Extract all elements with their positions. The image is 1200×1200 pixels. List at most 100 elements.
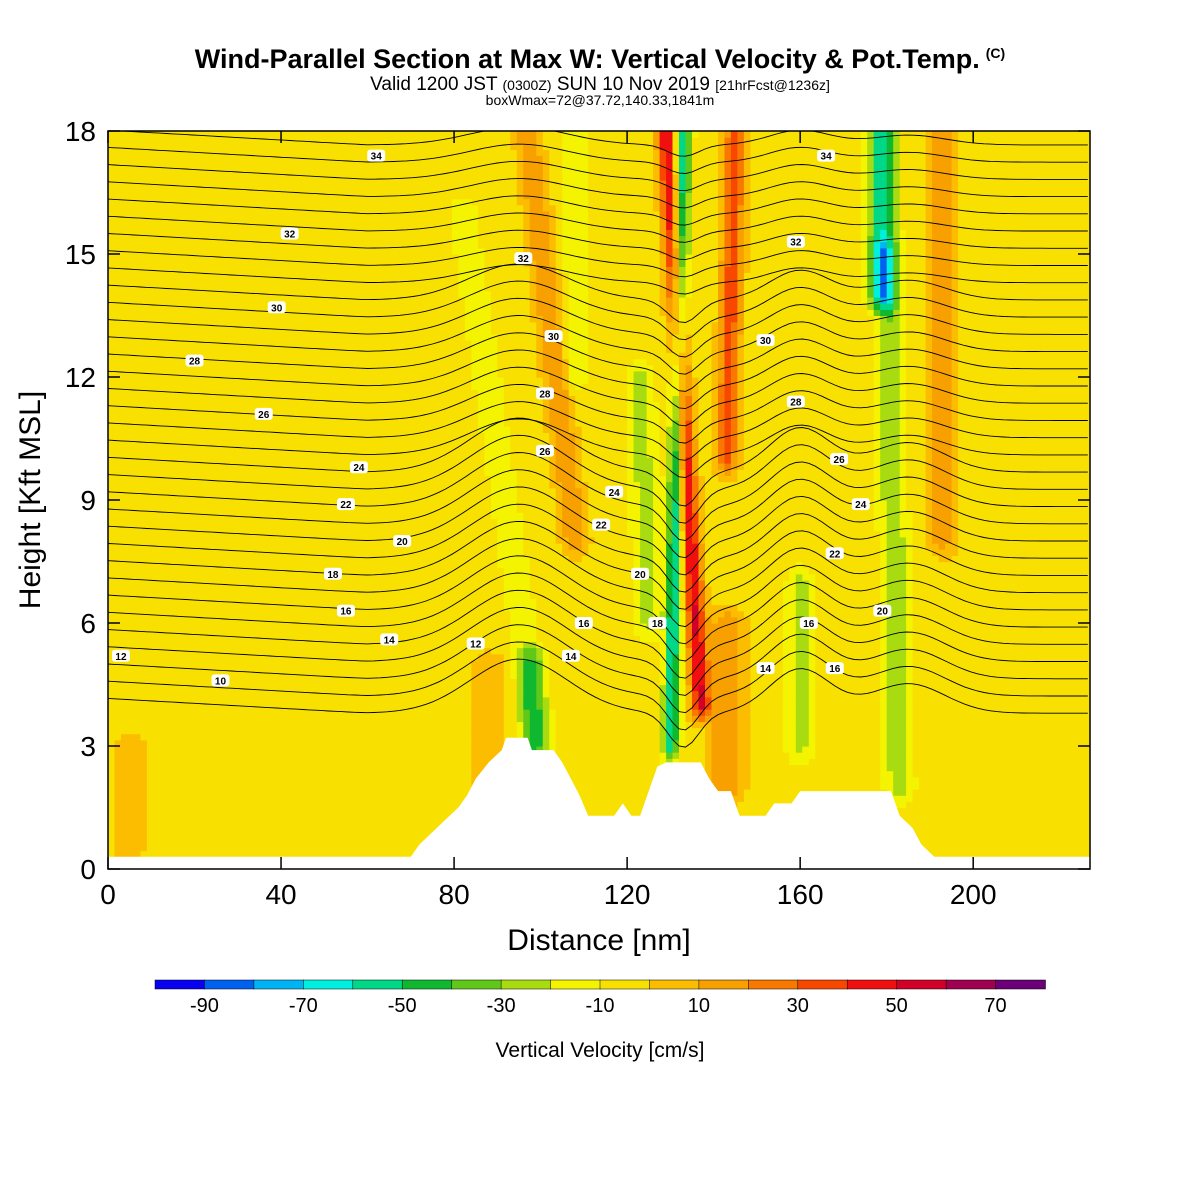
field-cell [166,543,174,550]
field-cell [211,217,219,224]
field-cell [114,555,122,563]
field-cell [172,456,180,464]
field-cell [218,776,226,784]
field-cell [257,155,265,163]
field-cell [374,481,382,489]
field-cell [159,290,167,298]
field-cell [296,389,304,396]
field-cell [114,407,122,415]
field-cell [179,586,187,593]
field-cell [276,813,284,821]
field-cell [198,567,206,575]
field-cell [205,672,213,679]
field-cell [185,469,193,476]
field-cell [244,413,252,421]
field-cell [276,623,284,630]
field-cell [289,518,297,526]
field-cell [257,555,265,563]
field-cell [302,137,310,144]
field-cell [244,690,252,698]
field-cell [289,377,297,384]
field-cell [335,395,343,403]
field-cell [166,210,174,218]
field-cell [172,174,180,181]
field-cell [224,389,232,396]
field-cell [309,432,317,439]
field-cell [198,543,206,550]
field-cell [361,573,369,581]
field-cell [166,266,174,273]
field-cell [250,592,258,599]
field-cell [218,346,226,353]
field-cell [224,444,232,452]
field-cell [354,844,362,852]
field-cell [127,678,135,686]
field-cell [270,641,278,649]
field-cell [211,395,219,403]
field-cell [159,715,167,723]
field-cell [322,813,330,821]
field-cell [218,309,226,316]
field-cell [211,167,219,175]
field-cell [276,850,284,858]
field-cell [276,672,284,679]
field-cell [328,210,336,218]
field-cell [108,297,116,304]
field-cell [108,266,116,273]
field-cell [328,481,336,489]
field-cell [198,727,206,735]
field-cell [224,629,232,636]
field-cell [159,524,167,532]
field-cell [211,623,219,630]
field-cell [361,413,369,421]
field-cell [348,383,356,390]
field-cell [114,309,122,316]
field-cell [205,290,213,298]
field-cell [134,272,142,280]
field-cell [237,297,245,304]
field-cell [127,413,135,421]
field-cell [263,801,271,809]
field-cell [224,832,232,839]
field-cell [140,241,148,249]
field-cell [354,155,362,163]
field-cell [341,143,349,150]
field-cell [257,801,265,809]
field-cell [108,709,116,716]
field-cell [374,506,382,513]
field-cell [127,659,135,667]
field-cell [335,481,343,489]
field-cell [328,309,336,316]
field-cell [108,739,116,747]
field-cell [250,746,258,753]
field-cell [374,543,382,550]
field-cell [224,690,232,698]
field-cell [335,131,343,138]
field-cell [309,850,317,858]
field-cell [127,727,135,735]
field-cell [283,610,291,618]
field-cell [166,303,174,310]
field-cell [134,364,142,372]
field-cell [367,401,375,409]
field-cell [250,315,258,323]
field-cell [335,155,343,163]
field-cell [289,327,297,335]
field-cell [328,635,336,642]
field-cell [328,795,336,802]
field-cell [302,666,310,673]
field-cell [127,229,135,237]
field-cell [270,598,278,606]
field-cell [341,653,349,661]
field-cell [205,333,213,341]
field-cell [205,549,213,556]
field-cell [263,333,271,341]
field-cell [257,217,265,224]
field-cell [328,401,336,409]
field-cell [322,715,330,723]
field-cell [166,604,174,612]
field-cell [328,303,336,310]
field-cell [341,659,349,667]
field-cell [244,598,252,606]
field-cell [270,838,278,845]
